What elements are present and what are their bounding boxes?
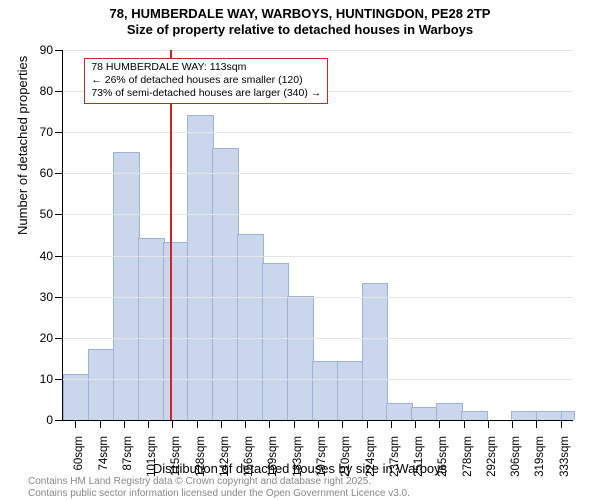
y-tick-label: 80 <box>40 84 53 98</box>
y-tick-label: 0 <box>46 413 53 427</box>
histogram-bar <box>337 361 364 420</box>
grid-line <box>63 256 573 257</box>
annotation-box: 78 HUMBERDALE WAY: 113sqm← 26% of detach… <box>84 58 328 103</box>
x-tick <box>464 420 465 428</box>
histogram-bar <box>411 407 438 420</box>
grid-line <box>63 132 573 133</box>
annotation-line1: 78 HUMBERDALE WAY: 113sqm <box>91 61 321 74</box>
y-tick-label: 20 <box>40 331 53 345</box>
histogram-bar <box>561 411 575 420</box>
chart-title-block: 78, HUMBERDALE WAY, WARBOYS, HUNTINGDON,… <box>0 0 600 39</box>
footnote-line2: Contains public sector information licen… <box>28 488 410 500</box>
y-tick <box>55 214 63 215</box>
y-tick <box>55 379 63 380</box>
histogram-bar <box>436 403 463 420</box>
x-tick <box>318 420 319 428</box>
y-axis-label: Number of detached properties <box>15 56 30 235</box>
y-tick-label: 70 <box>40 125 53 139</box>
grid-line <box>63 214 573 215</box>
histogram-bar <box>461 411 488 420</box>
y-tick-label: 40 <box>40 249 53 263</box>
grid-line <box>63 50 573 51</box>
footnote: Contains HM Land Registry data © Crown c… <box>28 476 410 500</box>
x-tick <box>221 420 222 428</box>
y-tick <box>55 132 63 133</box>
x-tick <box>561 420 562 428</box>
y-tick <box>55 297 63 298</box>
x-tick <box>415 420 416 428</box>
y-tick <box>55 50 63 51</box>
grid-line <box>63 338 573 339</box>
x-axis-label: Distribution of detached houses by size … <box>0 461 600 476</box>
x-tick <box>269 420 270 428</box>
histogram-bar <box>187 115 214 420</box>
x-tick <box>100 420 101 428</box>
histogram-bar <box>138 238 165 420</box>
histogram-bar <box>163 242 190 420</box>
title-line1: 78, HUMBERDALE WAY, WARBOYS, HUNTINGDON,… <box>0 6 600 22</box>
x-tick <box>512 420 513 428</box>
histogram-bar <box>63 374 90 420</box>
grid-line <box>63 297 573 298</box>
annotation-line3: 73% of semi-detached houses are larger (… <box>91 87 321 100</box>
histogram-bar <box>287 296 314 420</box>
histogram-plot: 010203040506070809060sqm74sqm87sqm101sqm… <box>62 50 573 421</box>
y-tick-label: 10 <box>40 372 53 386</box>
grid-line <box>63 379 573 380</box>
annotation-line2: ← 26% of detached houses are smaller (12… <box>91 74 321 87</box>
y-tick-label: 90 <box>40 43 53 57</box>
y-tick <box>55 91 63 92</box>
x-tick <box>536 420 537 428</box>
x-tick <box>488 420 489 428</box>
footnote-line1: Contains HM Land Registry data © Crown c… <box>28 476 410 488</box>
histogram-bar <box>312 361 339 420</box>
histogram-bar <box>362 283 389 420</box>
y-tick-label: 50 <box>40 207 53 221</box>
y-tick <box>55 338 63 339</box>
x-tick <box>342 420 343 428</box>
histogram-bar <box>237 234 264 420</box>
x-tick <box>439 420 440 428</box>
x-tick <box>245 420 246 428</box>
title-line2: Size of property relative to detached ho… <box>0 22 600 38</box>
x-tick <box>294 420 295 428</box>
y-tick-label: 60 <box>40 166 53 180</box>
x-tick <box>172 420 173 428</box>
y-tick-label: 30 <box>40 290 53 304</box>
y-tick <box>55 420 63 421</box>
x-tick <box>75 420 76 428</box>
reference-line <box>170 50 172 420</box>
histogram-bar <box>262 263 289 420</box>
grid-line <box>63 173 573 174</box>
x-tick <box>124 420 125 428</box>
histogram-bar <box>536 411 563 420</box>
x-tick <box>367 420 368 428</box>
histogram-bar <box>511 411 538 420</box>
histogram-bar <box>386 403 413 420</box>
y-tick <box>55 173 63 174</box>
x-tick <box>197 420 198 428</box>
x-tick <box>391 420 392 428</box>
y-tick <box>55 256 63 257</box>
x-tick <box>148 420 149 428</box>
histogram-bar <box>88 349 115 420</box>
bars-layer <box>63 50 573 420</box>
